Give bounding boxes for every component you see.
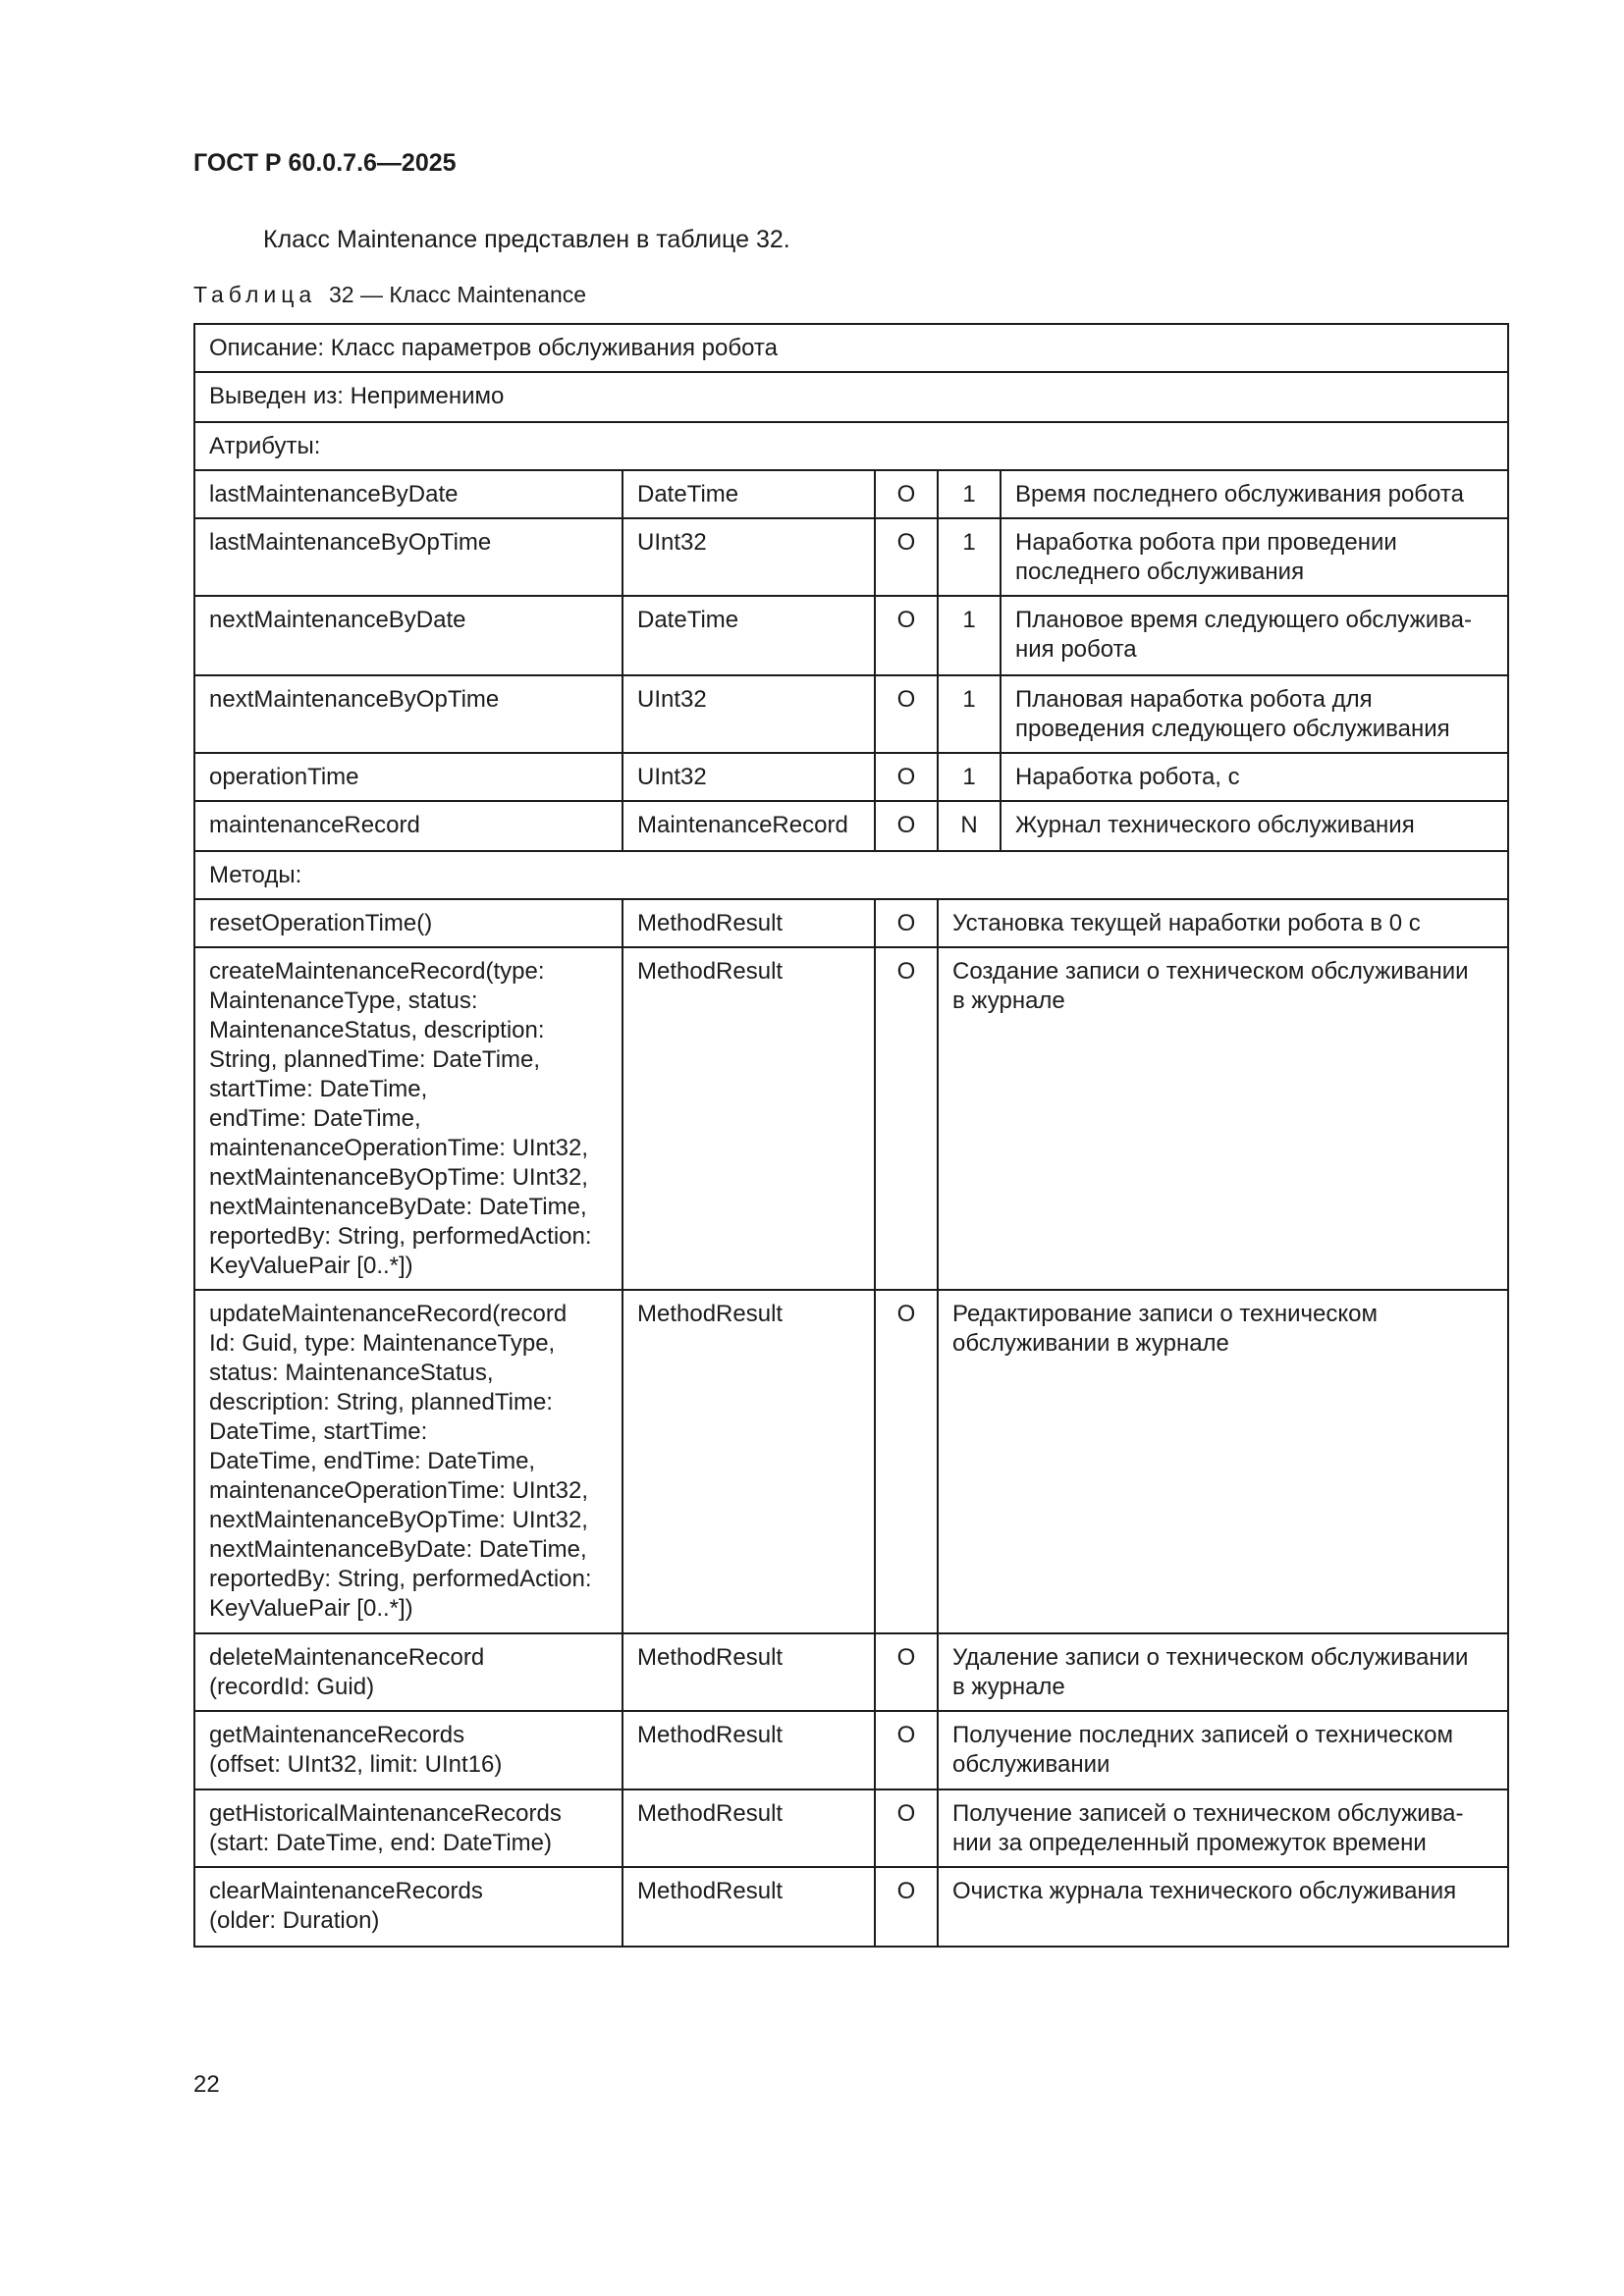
maintenance-class-table: Описание: Класс параметров обслуживания … xyxy=(192,323,1510,1948)
attribute-name: operationTime xyxy=(193,752,623,802)
caption-title: 32 — Класс Maintenance xyxy=(328,282,587,307)
method-row: clearMaintenanceRecords (older: Duration… xyxy=(193,1866,1510,1948)
attribute-optionality: O xyxy=(874,674,939,754)
method-optionality: O xyxy=(874,1789,939,1868)
method-return-type: MethodResult xyxy=(622,1289,876,1634)
method-description: Получение записей о техническом обслужив… xyxy=(936,1789,1510,1868)
method-optionality: O xyxy=(874,1289,939,1634)
attribute-name: maintenanceRecord xyxy=(193,800,623,852)
attribute-optionality: O xyxy=(874,752,939,802)
attribute-optionality: O xyxy=(874,595,939,676)
attribute-description: Наработка робота при проведении последне… xyxy=(999,517,1510,597)
attribute-row: nextMaintenanceByDate DateTime O 1 Плановое … xyxy=(193,595,1510,676)
method-signature: resetOperationTime() xyxy=(193,898,623,948)
method-description: Получение последних записей о техническо… xyxy=(936,1710,1510,1790)
attribute-multiplicity: 1 xyxy=(937,752,1001,802)
attribute-multiplicity: 1 xyxy=(937,674,1001,754)
page-number: 22 xyxy=(193,2071,220,2098)
derived-from-row: Выведен из: Неприменимо xyxy=(192,371,1510,423)
document-header: ГОСТ Р 60.0.7.6—2025 xyxy=(193,149,457,177)
attribute-multiplicity: 1 xyxy=(937,595,1001,676)
attribute-type: UInt32 xyxy=(622,752,876,802)
method-signature: updateMaintenanceRecord(record Id: Guid,… xyxy=(193,1289,623,1634)
attribute-row: nextMaintenanceByOpTime UInt32 O 1 Плановая … xyxy=(193,674,1510,754)
method-row: createMaintenanceRecord(type: Maintenanc… xyxy=(193,946,1510,1291)
method-row: updateMaintenanceRecord(record Id: Guid,… xyxy=(193,1289,1510,1634)
method-row: getHistoricalMaintenanceRecords (start: … xyxy=(193,1789,1510,1868)
description-row: Описание: Класс параметров обслуживания … xyxy=(192,323,1510,373)
attribute-multiplicity: 1 xyxy=(937,517,1001,597)
method-optionality: O xyxy=(874,946,939,1291)
attribute-description: Время последнего обслуживания робота xyxy=(999,469,1510,519)
attribute-row: lastMaintenanceByOpTime UInt32 O 1 Наработка… xyxy=(193,517,1510,597)
method-return-type: MethodResult xyxy=(622,898,876,948)
method-optionality: O xyxy=(874,1632,939,1712)
attributes-label: Атрибуты: xyxy=(192,421,1510,471)
attribute-name: nextMaintenanceByDate xyxy=(193,595,623,676)
method-optionality: O xyxy=(874,1710,939,1790)
attribute-row: operationTime UInt32 O 1 Наработка робота, с xyxy=(193,752,1510,802)
method-description: Очистка журнала технического обслуживани… xyxy=(936,1866,1510,1948)
attribute-name: lastMaintenanceByDate xyxy=(193,469,623,519)
attribute-description: Плановое время следующего обслужива- ния… xyxy=(999,595,1510,676)
attribute-optionality: O xyxy=(874,469,939,519)
attribute-name: lastMaintenanceByOpTime xyxy=(193,517,623,597)
caption-prefix: Таблица xyxy=(193,282,317,307)
intro-paragraph: Класс Maintenance представлен в таблице … xyxy=(263,226,790,253)
attribute-type: MaintenanceRecord xyxy=(622,800,876,852)
attribute-multiplicity: 1 xyxy=(937,469,1001,519)
attribute-name: nextMaintenanceByOpTime xyxy=(193,674,623,754)
method-return-type: MethodResult xyxy=(622,1789,876,1868)
attribute-type: DateTime xyxy=(622,469,876,519)
method-optionality: O xyxy=(874,1866,939,1948)
table-caption: Таблица 32 — Класс Maintenance xyxy=(193,282,586,308)
method-return-type: MethodResult xyxy=(622,1710,876,1790)
method-return-type: MethodResult xyxy=(622,1632,876,1712)
method-signature: createMaintenanceRecord(type: Maintenanc… xyxy=(193,946,623,1291)
method-row: getMaintenanceRecords (offset: UInt32, l… xyxy=(193,1710,1510,1790)
attribute-multiplicity: N xyxy=(937,800,1001,852)
method-description: Создание записи о техническом обслуживан… xyxy=(936,946,1510,1291)
method-signature: getMaintenanceRecords (offset: UInt32, l… xyxy=(193,1710,623,1790)
method-signature: getHistoricalMaintenanceRecords (start: … xyxy=(193,1789,623,1868)
attribute-row: maintenanceRecord MaintenanceRecord O N Журн… xyxy=(193,800,1510,852)
method-return-type: MethodResult xyxy=(622,1866,876,1948)
method-signature: deleteMaintenanceRecord (recordId: Guid) xyxy=(193,1632,623,1712)
method-signature: clearMaintenanceRecords (older: Duration… xyxy=(193,1866,623,1948)
method-description: Удаление записи о техническом обслуживан… xyxy=(936,1632,1510,1712)
attribute-description: Плановая наработка робота для проведения… xyxy=(999,674,1510,754)
attribute-row: lastMaintenanceByDate DateTime O 1 Время пос… xyxy=(193,469,1510,519)
attribute-optionality: O xyxy=(874,517,939,597)
method-row: deleteMaintenanceRecord (recordId: Guid)… xyxy=(193,1632,1510,1712)
methods-label: Методы: xyxy=(192,850,1510,900)
method-optionality: O xyxy=(874,898,939,948)
attribute-type: DateTime xyxy=(622,595,876,676)
attribute-description: Наработка робота, с xyxy=(999,752,1510,802)
attribute-type: UInt32 xyxy=(622,517,876,597)
attribute-description: Журнал технического обслуживания xyxy=(999,800,1510,852)
method-description: Установка текущей наработки робота в 0 с xyxy=(936,898,1510,948)
method-row: resetOperationTime() MethodResult O Установ… xyxy=(193,898,1510,948)
method-description: Редактирование записи о техническом обсл… xyxy=(936,1289,1510,1634)
attribute-type: UInt32 xyxy=(622,674,876,754)
method-return-type: MethodResult xyxy=(622,946,876,1291)
attribute-optionality: O xyxy=(874,800,939,852)
